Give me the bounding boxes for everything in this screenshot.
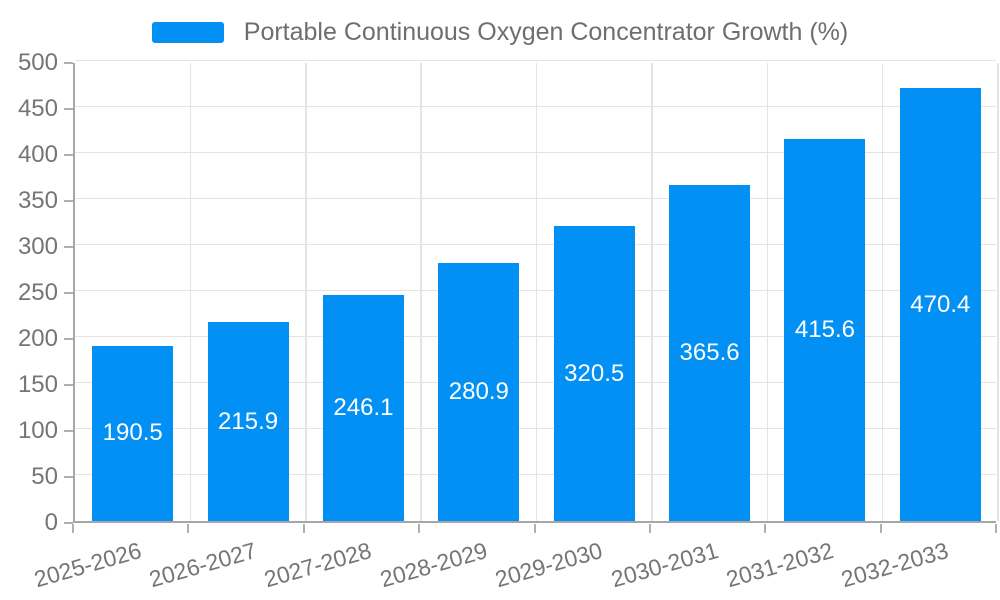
y-tick-label: 100 — [17, 417, 58, 444]
x-tick-label: 2027-2028 — [261, 537, 375, 593]
gridline-horizontal — [75, 427, 996, 429]
legend-swatch — [151, 21, 224, 43]
bar-value-label: 246.1 — [333, 393, 394, 421]
gridline-horizontal — [75, 473, 996, 475]
x-tick-mark — [187, 524, 190, 533]
x-tick-label: 2031-2032 — [723, 537, 837, 593]
x-tick-label: 2032-2033 — [838, 537, 952, 593]
x-tick-label: 2030-2031 — [607, 537, 721, 593]
bar[interactable]: 320.5 — [553, 226, 635, 521]
bar[interactable]: 246.1 — [322, 294, 404, 521]
y-tick-label: 0 — [44, 509, 58, 536]
gridline-horizontal — [75, 381, 996, 383]
x-tick-label: 2026-2027 — [146, 537, 260, 593]
y-tick-label: 300 — [17, 233, 58, 260]
bar-value-label: 415.6 — [794, 315, 855, 343]
gridline-vertical — [997, 63, 999, 521]
gridline-vertical — [766, 63, 768, 521]
bar[interactable]: 280.9 — [438, 262, 520, 521]
y-tick-mark — [64, 200, 73, 202]
plot-area: 190.5 215.9 246.1 280.9 320.5 365.6 415.6 470.4 — [73, 59, 999, 523]
gridline-vertical — [535, 63, 538, 521]
y-tick-mark — [64, 292, 73, 294]
bar-value-label: 320.5 — [564, 359, 625, 387]
gridline-horizontal — [75, 197, 996, 199]
y-tick-label: 250 — [17, 279, 58, 306]
y-tick-mark — [64, 384, 73, 386]
bar[interactable]: 365.6 — [669, 184, 751, 521]
gridline-horizontal — [75, 59, 996, 61]
x-tick-mark — [648, 524, 651, 533]
y-tick-label: 350 — [17, 187, 58, 214]
y-tick-mark — [64, 108, 73, 110]
y-tick-mark — [64, 154, 73, 156]
x-tick-mark — [533, 524, 536, 533]
y-tick-label: 200 — [17, 325, 58, 352]
x-tick-mark — [995, 524, 997, 533]
x-tick-label: 2029-2030 — [492, 537, 606, 593]
gridline-horizontal — [75, 289, 996, 291]
y-tick-label: 450 — [17, 95, 58, 122]
gridline-vertical — [881, 63, 884, 521]
gridline-vertical — [420, 63, 422, 521]
x-tick-mark — [764, 524, 767, 533]
bar[interactable]: 470.4 — [899, 88, 981, 521]
y-tick-mark — [64, 246, 73, 248]
x-tick-label: 2025-2026 — [30, 537, 144, 593]
y-tick-label: 150 — [17, 371, 58, 398]
y-tick-mark — [64, 62, 73, 64]
gridline-vertical — [305, 63, 307, 521]
gridline-horizontal — [75, 105, 996, 107]
gridline-vertical — [189, 63, 192, 521]
bar-value-label: 215.9 — [218, 407, 279, 435]
x-tick-mark — [72, 524, 74, 533]
bar-value-label: 280.9 — [448, 377, 509, 405]
gridline-horizontal — [75, 243, 996, 245]
bar[interactable]: 215.9 — [207, 322, 289, 521]
gridline-horizontal — [75, 335, 996, 337]
y-tick-label: 500 — [17, 49, 58, 76]
y-tick-mark — [64, 338, 73, 340]
x-tick-label: 2028-2029 — [377, 537, 490, 593]
legend[interactable]: Portable Continuous Oxygen Concentrator … — [0, 19, 1000, 45]
x-tick-mark — [879, 524, 882, 533]
gridline-vertical — [651, 63, 653, 521]
y-tick-label: 50 — [31, 463, 58, 490]
bar-value-label: 470.4 — [910, 290, 971, 318]
gridline-horizontal — [75, 151, 996, 153]
x-tick-mark — [302, 524, 305, 533]
legend-label: Portable Continuous Oxygen Concentrator … — [243, 18, 849, 46]
bar[interactable]: 190.5 — [92, 345, 174, 521]
y-tick-mark — [64, 476, 73, 478]
y-tick-label: 400 — [17, 141, 58, 168]
bar-value-label: 365.6 — [679, 338, 740, 366]
x-tick-mark — [418, 524, 421, 533]
y-tick-mark — [64, 522, 73, 524]
bar-value-label: 190.5 — [102, 419, 163, 447]
bar[interactable]: 415.6 — [784, 138, 866, 521]
y-tick-mark — [64, 430, 73, 432]
